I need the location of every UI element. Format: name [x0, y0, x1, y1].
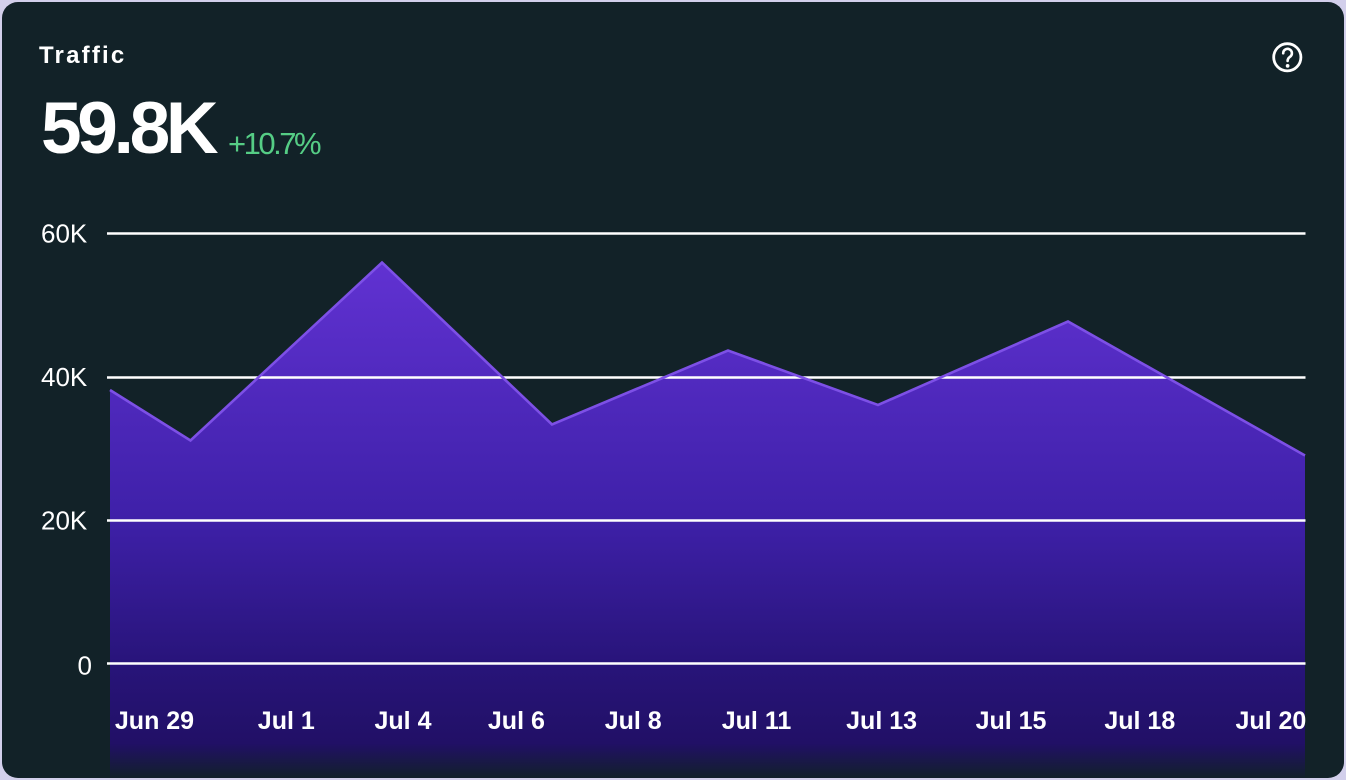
svg-text:Jul 1: Jul 1 [258, 707, 315, 735]
svg-text:Jul 8: Jul 8 [605, 707, 662, 735]
svg-text:Jul 15: Jul 15 [976, 707, 1047, 735]
svg-text:40K: 40K [41, 362, 88, 392]
svg-text:Jul 6: Jul 6 [488, 707, 545, 735]
svg-text:Jul 18: Jul 18 [1104, 707, 1175, 735]
svg-text:0: 0 [78, 650, 92, 680]
svg-text:20K: 20K [41, 505, 88, 535]
svg-text:60K: 60K [41, 219, 88, 249]
svg-text:Jul 20: Jul 20 [1235, 707, 1306, 735]
svg-text:Jul 13: Jul 13 [846, 707, 917, 735]
svg-text:Jul 4: Jul 4 [375, 707, 432, 735]
svg-text:Jul 11: Jul 11 [722, 707, 792, 735]
svg-text:Jun 29: Jun 29 [115, 707, 194, 735]
